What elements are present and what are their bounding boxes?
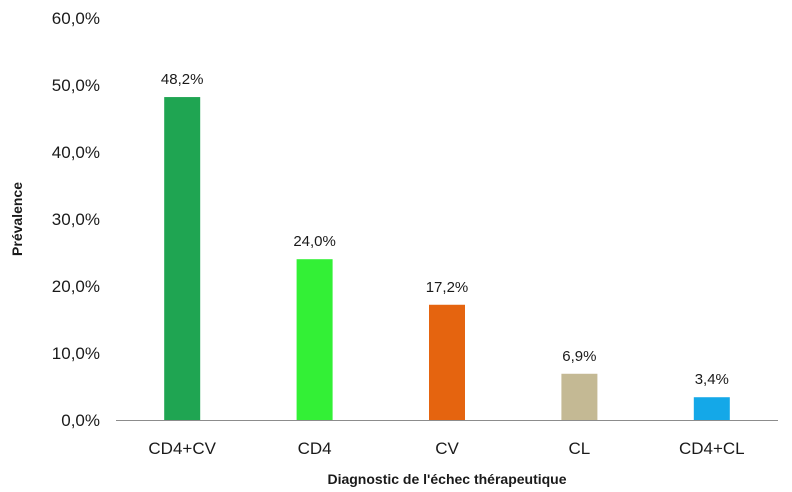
data-label: 6,9% xyxy=(562,348,596,365)
bar-cd4-plus-cv xyxy=(164,97,201,420)
bar-cl xyxy=(561,373,598,420)
data-label: 48,2% xyxy=(161,71,204,88)
x-axis-title: Diagnostic de l'échec thérapeutique xyxy=(327,471,566,487)
data-labels: 48,2% 24,0% 17,2% 6,9% 3,4% xyxy=(161,71,729,388)
x-tick-label: CD4 xyxy=(298,439,332,458)
data-label: 17,2% xyxy=(426,279,469,296)
bar-cd4 xyxy=(296,259,333,420)
y-tick-label: 50,0% xyxy=(52,76,100,95)
x-tick-label: CD4+CL xyxy=(679,439,745,458)
y-tick-label: 20,0% xyxy=(52,277,100,296)
y-tick-label: 60,0% xyxy=(52,9,100,28)
y-axis-title: Prévalence xyxy=(9,182,25,256)
y-tick-label: 30,0% xyxy=(52,210,100,229)
bar-cv xyxy=(429,304,465,420)
x-tick-label: CD4+CV xyxy=(148,439,216,458)
bar-cd4-plus-cl xyxy=(693,397,730,420)
y-axis-ticks: 0,0% 10,0% 20,0% 30,0% 40,0% 50,0% 60,0% xyxy=(52,9,100,430)
data-label: 24,0% xyxy=(293,233,336,250)
x-tick-label: CL xyxy=(569,439,591,458)
x-tick-label: CV xyxy=(435,439,459,458)
y-tick-label: 40,0% xyxy=(52,143,100,162)
bars xyxy=(164,97,730,420)
x-axis-tick-labels: CD4+CV CD4 CV CL CD4+CL xyxy=(148,439,744,458)
y-tick-label: 0,0% xyxy=(61,411,100,430)
data-label: 3,4% xyxy=(695,371,729,388)
y-tick-label: 10,0% xyxy=(52,344,100,363)
